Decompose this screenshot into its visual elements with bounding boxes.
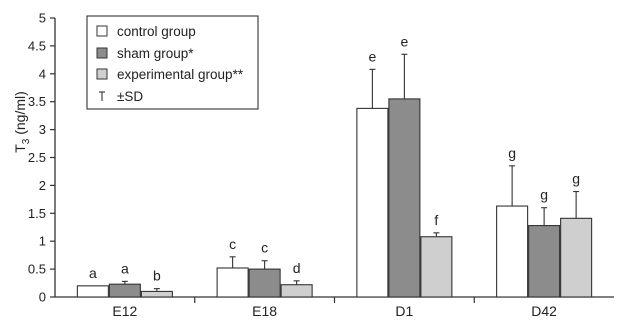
bar	[140, 290, 173, 298]
significance-label: b	[153, 268, 161, 284]
significance-label: a	[89, 265, 97, 281]
x-tick-label: E18	[252, 303, 277, 319]
legend-box	[86, 15, 259, 110]
y-tick-label: 3	[39, 122, 46, 137]
legend-label: control group	[117, 24, 196, 39]
bar	[216, 267, 249, 298]
significance-label: f	[434, 212, 438, 228]
significance-label: a	[121, 260, 129, 276]
y-tick-label: 2.5	[28, 150, 46, 165]
bar	[108, 283, 141, 298]
y-tick-label: 0	[39, 290, 46, 305]
legend-swatch	[96, 25, 108, 37]
y-tick-label: 1	[39, 234, 46, 249]
y-ticks: 0 0.5 1 1.5 2 2.5 3 3.5 4 4.5 5	[28, 11, 55, 305]
legend-label: ±SD	[117, 89, 143, 104]
y-tick-label: 5	[39, 11, 46, 26]
y-tick-label: 1.5	[28, 206, 46, 221]
significance-label: c	[229, 236, 236, 252]
y-tick-label: 2	[39, 178, 46, 193]
legend-swatch	[96, 47, 108, 59]
x-tick-labels: E12 E18 D1 D42	[112, 303, 557, 319]
y-tick-label: 0.5	[28, 262, 46, 277]
y-tick-label: 4	[39, 66, 46, 81]
bar	[560, 217, 593, 298]
significance-label: e	[400, 33, 408, 49]
legend: control group sham group* experimental gro…	[86, 15, 259, 110]
legend-label: sham group*	[117, 46, 194, 61]
x-tick-label: D42	[531, 303, 557, 319]
bar	[248, 268, 281, 298]
error-bars	[121, 53, 580, 292]
bar	[496, 205, 529, 298]
significance-label: g	[508, 145, 516, 161]
bar	[528, 225, 561, 298]
significance-label: d	[293, 260, 301, 276]
bar	[356, 107, 389, 298]
bars	[76, 98, 593, 298]
y-axis-label: T3 (ng/ml)	[12, 91, 32, 153]
legend-label: experimental group**	[117, 67, 244, 82]
legend-swatch	[96, 68, 108, 80]
significance-label: e	[368, 48, 376, 64]
y-tick-label: 4.5	[28, 38, 46, 53]
significance-label: g	[572, 171, 580, 187]
bar	[76, 285, 109, 298]
significance-label: c	[261, 240, 268, 256]
y-axis-label-text: T3 (ng/ml)	[12, 91, 32, 153]
bar	[280, 284, 313, 298]
significance-labels: a a b c c d e e f g g g	[89, 33, 580, 283]
bar	[420, 236, 453, 298]
x-tick-label: D1	[395, 303, 413, 319]
bar	[388, 98, 421, 298]
x-tick-label: E12	[112, 303, 137, 319]
significance-label: g	[540, 187, 548, 203]
y-tick-label: 3.5	[28, 94, 46, 109]
